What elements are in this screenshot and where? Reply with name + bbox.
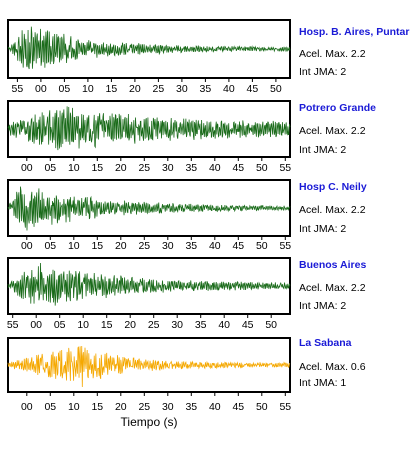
panel-3-tick-label: 30 [162, 240, 174, 252]
panel-2: 00 05 10 15 20 25 30 35 40 45 50 55 Potrero Grande … [7, 100, 376, 174]
panel-2-ticks: 00 05 10 15 20 25 30 35 40 45 50 55 [21, 157, 291, 174]
panel-1-tick-label: 00 [35, 83, 47, 95]
panel-4-tick-label: 10 [77, 319, 89, 331]
panel-2-station-name: Potrero Grande [299, 102, 376, 114]
panel-1-station-name: Hosp. B. Aires, Puntare [299, 26, 410, 38]
panel-4-int-jma: Int JMA: 2 [299, 300, 346, 312]
panel-1-acel-max: Acel. Max. 2.2 [299, 48, 366, 60]
panel-4: 55 00 05 10 15 20 25 30 35 40 45 50 Buenos Aires Ac… [7, 257, 366, 331]
panel-1-waveform [7, 26, 291, 70]
panel-4-tick-label: 20 [124, 319, 136, 331]
panel-2-tick-label: 30 [162, 162, 174, 174]
panel-5: 00 05 10 15 20 25 30 35 40 45 50 55 La Sabana Acel.… [7, 337, 366, 413]
panel-4-tick-label: 30 [171, 319, 183, 331]
panel-2-acel-max: Acel. Max. 2.2 [299, 125, 366, 137]
x-axis-label: Tiempo (s) [121, 415, 178, 429]
panel-1-int-jma: Int JMA: 2 [299, 66, 346, 78]
panel-3-waveform [7, 186, 291, 231]
panel-5-tick-label: 55 [279, 401, 291, 413]
panel-2-tick-label: 05 [44, 162, 56, 174]
panel-1-ticks: 55 00 05 10 15 20 25 30 35 40 45 50 [12, 78, 282, 95]
panel-5-tick-label: 15 [91, 401, 103, 413]
panel-4-trace-group [7, 263, 291, 306]
panel-2-frame [7, 100, 291, 158]
panel-1-tick-label: 40 [223, 83, 235, 95]
panel-5-ticks: 00 05 10 15 20 25 30 35 40 45 50 55 [21, 392, 291, 413]
panel-3-acel-max: Acel. Max. 2.2 [299, 204, 366, 216]
panel-3-tick-label: 15 [91, 240, 103, 252]
panel-3-tick-label: 45 [232, 240, 244, 252]
panel-3-ticks: 00 05 10 15 20 25 30 35 40 45 50 55 [21, 236, 291, 252]
panel-5-int-jma: Int JMA: 1 [299, 377, 346, 389]
panel-3: 00 05 10 15 20 25 30 35 40 45 50 55 Hosp C. Neily A… [7, 179, 367, 252]
panel-4-tick-label: 40 [218, 319, 230, 331]
panel-5-station-name: La Sabana [299, 337, 352, 349]
panel-2-tick-label: 20 [115, 162, 127, 174]
panel-5-tick-label: 10 [68, 401, 80, 413]
panel-5-waveform [7, 346, 291, 387]
panel-1-tick-label: 55 [12, 83, 24, 95]
panel-3-tick-label: 10 [68, 240, 80, 252]
panel-2-tick-label: 10 [68, 162, 80, 174]
panel-2-tick-label: 25 [138, 162, 150, 174]
panel-1-trace-group [7, 26, 291, 70]
panel-1: 55 00 05 10 15 20 25 30 35 40 45 50 Hosp. B. Aires,… [7, 19, 410, 95]
panel-1-tick-label: 50 [270, 83, 282, 95]
panel-1-tick-label: 45 [247, 83, 259, 95]
panel-5-trace-group [7, 346, 291, 387]
panel-4-tick-label: 45 [242, 319, 254, 331]
panel-5-acel-max: Acel. Max. 0.6 [299, 361, 366, 373]
panel-1-tick-label: 05 [59, 83, 71, 95]
panel-4-tick-label: 05 [54, 319, 66, 331]
panel-5-tick-label: 05 [44, 401, 56, 413]
panel-3-tick-label: 25 [138, 240, 150, 252]
panel-2-tick-label: 15 [91, 162, 103, 174]
panel-2-tick-label: 45 [232, 162, 244, 174]
panel-5-tick-label: 00 [21, 401, 33, 413]
panel-2-tick-label: 55 [279, 162, 291, 174]
panel-2-tick-label: 35 [185, 162, 197, 174]
panel-3-tick-label: 00 [21, 240, 33, 252]
panel-3-tick-label: 40 [209, 240, 221, 252]
panel-3-int-jma: Int JMA: 2 [299, 223, 346, 235]
panel-2-trace-group [7, 106, 291, 151]
panel-5-tick-label: 20 [115, 401, 127, 413]
panel-4-tick-label: 35 [195, 319, 207, 331]
panel-3-tick-label: 55 [279, 240, 291, 252]
panel-1-tick-label: 30 [176, 83, 188, 95]
panel-5-tick-label: 40 [209, 401, 221, 413]
panel-4-tick-label: 50 [265, 319, 277, 331]
panel-3-station-name: Hosp C. Neily [299, 181, 367, 193]
panel-4-waveform [7, 263, 291, 306]
panel-5-tick-label: 50 [256, 401, 268, 413]
panel-2-tick-label: 00 [21, 162, 33, 174]
panel-4-acel-max: Acel. Max. 2.2 [299, 282, 366, 294]
panel-3-tick-label: 05 [44, 240, 56, 252]
panel-4-station-name: Buenos Aires [299, 259, 366, 271]
panel-3-tick-label: 20 [115, 240, 127, 252]
panel-3-tick-label: 35 [185, 240, 197, 252]
panel-2-int-jma: Int JMA: 2 [299, 144, 346, 156]
panel-1-tick-label: 35 [200, 83, 212, 95]
panel-2-tick-label: 40 [209, 162, 221, 174]
panel-2-waveform [7, 106, 291, 151]
panel-5-tick-label: 35 [185, 401, 197, 413]
panel-1-tick-label: 20 [129, 83, 141, 95]
panel-3-trace-group [7, 186, 291, 231]
panel-5-tick-label: 25 [138, 401, 150, 413]
panel-3-tick-label: 50 [256, 240, 268, 252]
panel-2-tick-label: 50 [256, 162, 268, 174]
panel-1-tick-label: 25 [153, 83, 165, 95]
panel-4-tick-label: 00 [30, 319, 42, 331]
panel-1-tick-label: 15 [106, 83, 118, 95]
panel-1-tick-label: 10 [82, 83, 94, 95]
panel-4-ticks: 55 00 05 10 15 20 25 30 35 40 45 50 [7, 314, 277, 331]
panel-5-tick-label: 45 [232, 401, 244, 413]
panel-5-tick-label: 30 [162, 401, 174, 413]
panel-4-tick-label: 25 [148, 319, 160, 331]
panel-4-tick-label: 15 [101, 319, 113, 331]
panel-4-tick-label: 55 [7, 319, 19, 331]
